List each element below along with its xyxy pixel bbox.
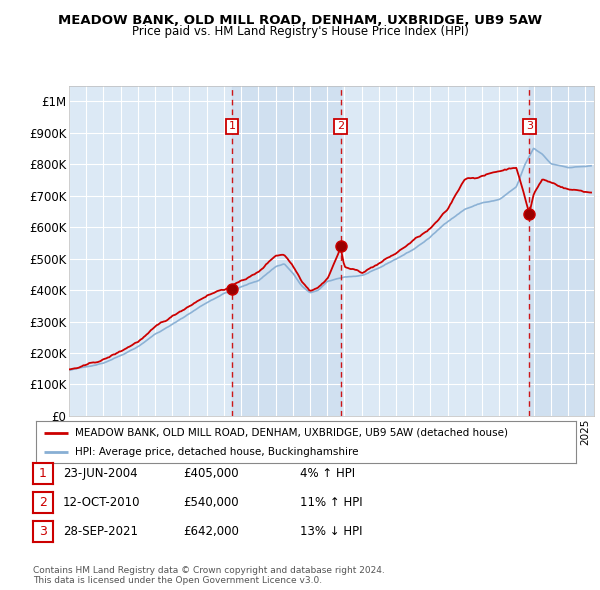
Text: 1: 1: [39, 467, 47, 480]
Text: 1: 1: [229, 122, 236, 132]
Text: MEADOW BANK, OLD MILL ROAD, DENHAM, UXBRIDGE, UB9 5AW (detached house): MEADOW BANK, OLD MILL ROAD, DENHAM, UXBR…: [75, 428, 508, 438]
Text: 23-JUN-2004: 23-JUN-2004: [63, 467, 137, 480]
Text: MEADOW BANK, OLD MILL ROAD, DENHAM, UXBRIDGE, UB9 5AW: MEADOW BANK, OLD MILL ROAD, DENHAM, UXBR…: [58, 14, 542, 27]
Text: HPI: Average price, detached house, Buckinghamshire: HPI: Average price, detached house, Buck…: [75, 447, 358, 457]
Text: Price paid vs. HM Land Registry's House Price Index (HPI): Price paid vs. HM Land Registry's House …: [131, 25, 469, 38]
Text: 3: 3: [526, 122, 533, 132]
Text: £642,000: £642,000: [183, 525, 239, 538]
Text: 4% ↑ HPI: 4% ↑ HPI: [300, 467, 355, 480]
Text: 3: 3: [39, 525, 47, 538]
Text: 13% ↓ HPI: 13% ↓ HPI: [300, 525, 362, 538]
Text: 2: 2: [39, 496, 47, 509]
Bar: [529, 86, 594, 416]
Text: £405,000: £405,000: [183, 467, 239, 480]
Text: 12-OCT-2010: 12-OCT-2010: [63, 496, 140, 509]
Text: £540,000: £540,000: [183, 496, 239, 509]
Text: 11% ↑ HPI: 11% ↑ HPI: [300, 496, 362, 509]
Text: 28-SEP-2021: 28-SEP-2021: [63, 525, 138, 538]
Text: 2: 2: [337, 122, 344, 132]
Bar: [232, 86, 341, 416]
Text: Contains HM Land Registry data © Crown copyright and database right 2024.
This d: Contains HM Land Registry data © Crown c…: [33, 566, 385, 585]
